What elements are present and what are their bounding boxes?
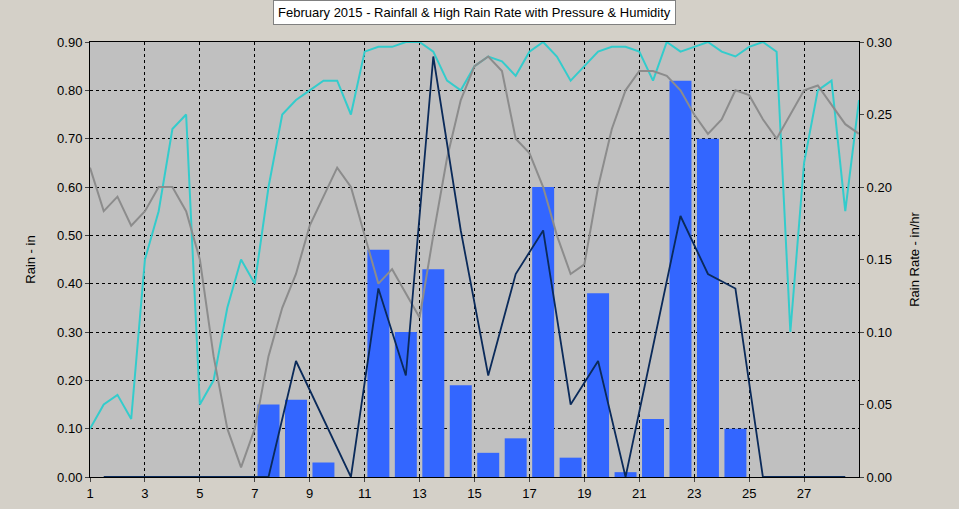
svg-text:0.40: 0.40 — [57, 276, 82, 291]
svg-text:0.80: 0.80 — [57, 83, 82, 98]
svg-text:7: 7 — [251, 486, 258, 501]
svg-text:0.90: 0.90 — [57, 35, 82, 50]
svg-text:February 2015 - Rainfall & Hig: February 2015 - Rainfall & High Rain Rat… — [278, 5, 671, 20]
svg-text:19: 19 — [577, 486, 591, 501]
svg-text:0.25: 0.25 — [867, 107, 892, 122]
svg-text:Rain - in: Rain - in — [23, 235, 38, 283]
svg-text:0.70: 0.70 — [57, 131, 82, 146]
svg-text:0.00: 0.00 — [867, 470, 892, 485]
svg-text:0.15: 0.15 — [867, 252, 892, 267]
svg-text:17: 17 — [522, 486, 536, 501]
svg-text:1: 1 — [86, 486, 93, 501]
svg-text:0.00: 0.00 — [57, 470, 82, 485]
svg-text:23: 23 — [687, 486, 701, 501]
svg-text:Rain Rate - in/hr: Rain Rate - in/hr — [907, 212, 922, 307]
svg-text:15: 15 — [467, 486, 481, 501]
svg-text:0.30: 0.30 — [57, 325, 82, 340]
svg-text:21: 21 — [632, 486, 646, 501]
svg-text:5: 5 — [196, 486, 203, 501]
svg-text:13: 13 — [412, 486, 426, 501]
svg-text:0.10: 0.10 — [57, 421, 82, 436]
svg-text:0.05: 0.05 — [867, 397, 892, 412]
svg-text:3: 3 — [141, 486, 148, 501]
svg-text:0.20: 0.20 — [57, 373, 82, 388]
svg-text:0.30: 0.30 — [867, 35, 892, 50]
svg-text:27: 27 — [797, 486, 811, 501]
svg-text:25: 25 — [742, 486, 756, 501]
svg-text:0.20: 0.20 — [867, 180, 892, 195]
svg-text:0.50: 0.50 — [57, 228, 82, 243]
svg-text:0.10: 0.10 — [867, 325, 892, 340]
svg-text:9: 9 — [306, 486, 313, 501]
svg-text:11: 11 — [358, 486, 372, 501]
svg-text:0.60: 0.60 — [57, 180, 82, 195]
